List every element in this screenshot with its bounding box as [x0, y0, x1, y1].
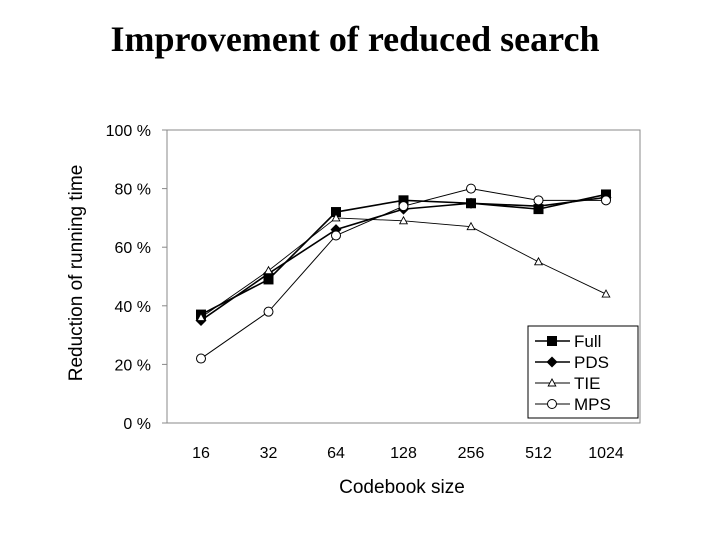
data-point-triangle [398, 215, 409, 225]
legend: Full PDS TIE MPS [527, 325, 639, 419]
data-point-triangle [331, 212, 341, 222]
x-tick-label: 16 [192, 445, 210, 462]
y-tick-label: 40 % [115, 299, 151, 316]
data-point-triangle [601, 289, 611, 298]
legend-marker-triangle [547, 378, 557, 387]
data-point-square [398, 195, 409, 206]
legend-marker-diamond [546, 356, 558, 368]
legend-marker-circle [547, 399, 557, 409]
legend-label: TIE [574, 374, 600, 393]
data-point-square [263, 274, 274, 285]
y-tick-label: 100 % [106, 123, 151, 140]
data-point-triangle [196, 312, 206, 321]
data-point-diamond [465, 197, 477, 209]
x-tick-label: 32 [260, 445, 278, 462]
y-tick-label: 60 % [115, 240, 151, 257]
data-point-triangle [466, 221, 476, 231]
legend-label: MPS [574, 395, 611, 414]
x-axis-label: Codebook size [339, 477, 465, 498]
legend-item: PDS [535, 353, 609, 372]
x-tick-label: 1024 [588, 445, 624, 462]
legend-label: Full [574, 332, 601, 351]
data-point-circle [533, 195, 544, 206]
y-tick-label: 0 % [123, 416, 151, 433]
x-tick-label: 512 [525, 445, 552, 462]
x-tick-label: 128 [390, 445, 417, 462]
slide-title: Improvement of reduced search [110, 19, 600, 59]
legend-item: Full [535, 332, 601, 351]
y-axis-ticks: 0 % 20 % 40 % 60 % 80 % 100 % [106, 123, 167, 433]
x-tick-label: 256 [458, 445, 485, 462]
data-point-triangle [533, 256, 544, 266]
legend-item: TIE [535, 374, 600, 393]
data-point-circle [601, 195, 611, 206]
y-axis-label: Reduction of running time [66, 165, 87, 382]
y-tick-label: 80 % [115, 182, 151, 199]
data-point-circle [398, 201, 409, 212]
data-point-circle [263, 306, 274, 317]
data-point-circle [331, 230, 341, 241]
data-point-triangle [263, 265, 274, 275]
series-mps [196, 183, 611, 364]
data-point-circle [466, 183, 476, 194]
x-axis-ticks: 16 32 64 128 256 512 1024 [192, 445, 624, 462]
legend-marker-square [547, 336, 557, 346]
data-point-square [331, 207, 341, 218]
legend-label: PDS [574, 353, 609, 372]
data-point-circle [196, 353, 206, 364]
legend-item: MPS [535, 395, 611, 414]
x-tick-label: 64 [327, 445, 345, 462]
series-layer [195, 183, 612, 364]
y-tick-label: 20 % [115, 357, 151, 374]
series-tie [196, 212, 611, 321]
